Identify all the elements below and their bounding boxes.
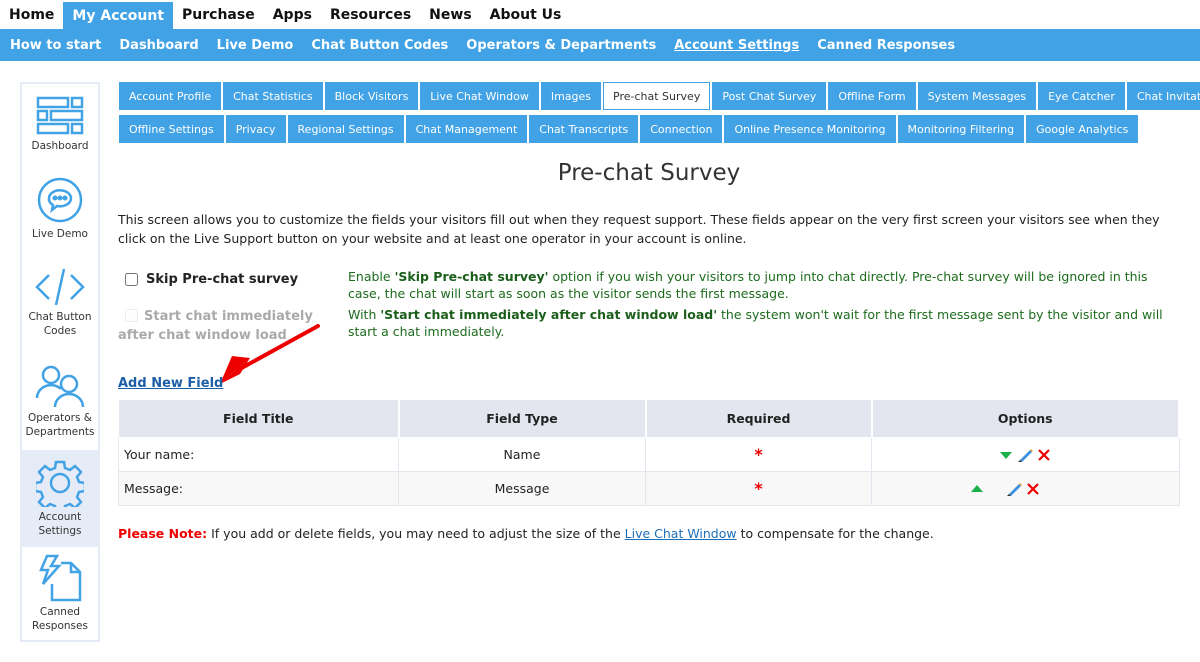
code-icon bbox=[35, 268, 85, 305]
subnav-how-to-start[interactable]: How to start bbox=[10, 37, 102, 53]
start-immediately-label: Start chat immediately after chat window… bbox=[118, 309, 313, 343]
live-chat-window-link[interactable]: Live Chat Window bbox=[624, 526, 737, 541]
sidebar-item-chat-button-codes[interactable]: Chat Button Codes bbox=[22, 252, 98, 352]
subnav-dashboard[interactable]: Dashboard bbox=[119, 37, 199, 53]
move-up-icon[interactable] bbox=[970, 484, 984, 494]
tab-monitoring-filtering[interactable]: Monitoring Filtering bbox=[897, 115, 1025, 143]
skip-prechat-label: Skip Pre-chat survey bbox=[146, 272, 299, 287]
sidebar-item-dashboard[interactable]: Dashboard bbox=[22, 84, 98, 164]
sidebar-item-canned-responses[interactable]: Canned Responses bbox=[22, 547, 98, 640]
please-note: Please Note: If you add or delete fields… bbox=[118, 526, 934, 541]
tab-system-messages[interactable]: System Messages bbox=[917, 82, 1037, 110]
add-new-field-link[interactable]: Add New Field bbox=[118, 376, 224, 391]
dashboard-icon bbox=[36, 96, 84, 134]
sidebar-label: Dashboard bbox=[31, 139, 89, 152]
sidebar-label: Chat Button Codes bbox=[28, 310, 92, 337]
topnav-my-account[interactable]: My Account bbox=[63, 2, 174, 29]
settings-tabs: Account Profile Chat Statistics Block Visi… bbox=[119, 82, 1200, 148]
users-icon bbox=[35, 365, 85, 407]
sidebar: Dashboard Live Demo Chat Button Codes Op… bbox=[20, 82, 100, 642]
table-row: Your name: Name * bbox=[118, 437, 1180, 472]
topnav-apps[interactable]: Apps bbox=[272, 6, 312, 23]
edit-pencil-icon[interactable] bbox=[1017, 447, 1034, 463]
subnav-chat-button-codes[interactable]: Chat Button Codes bbox=[311, 37, 449, 53]
field-type: Message bbox=[398, 471, 646, 506]
subnav-canned-responses[interactable]: Canned Responses bbox=[817, 37, 956, 53]
intro-text: This screen allows you to customize the … bbox=[118, 212, 1160, 246]
required-star: * bbox=[754, 445, 763, 464]
field-type: Name bbox=[398, 437, 646, 472]
sub-nav: How to start Dashboard Live Demo Chat Bu… bbox=[0, 29, 1200, 61]
delete-icon[interactable] bbox=[1026, 482, 1040, 496]
required-star: * bbox=[754, 479, 763, 498]
tab-privacy[interactable]: Privacy bbox=[225, 115, 286, 143]
tab-chat-invitation[interactable]: Chat Invitation bbox=[1126, 82, 1200, 110]
field-title: Your name: bbox=[118, 437, 399, 472]
tab-connection[interactable]: Connection bbox=[640, 115, 723, 143]
sidebar-item-live-demo[interactable]: Live Demo bbox=[22, 164, 98, 252]
col-field-title: Field Title bbox=[118, 399, 400, 438]
canned-responses-icon bbox=[39, 554, 82, 602]
tab-chat-management[interactable]: Chat Management bbox=[405, 115, 528, 143]
sidebar-label: Account Settings bbox=[38, 511, 82, 537]
subnav-account-settings[interactable]: Account Settings bbox=[674, 37, 800, 53]
tab-chat-statistics[interactable]: Chat Statistics bbox=[223, 82, 323, 110]
col-options: Options bbox=[871, 399, 1180, 438]
topnav-about-us[interactable]: About Us bbox=[489, 6, 562, 23]
sidebar-label: Live Demo bbox=[32, 227, 88, 240]
tab-live-chat-window[interactable]: Live Chat Window bbox=[420, 82, 539, 110]
tab-offline-form[interactable]: Offline Form bbox=[828, 82, 916, 110]
tab-block-visitors[interactable]: Block Visitors bbox=[324, 82, 419, 110]
field-title: Message: bbox=[118, 471, 399, 506]
subnav-operators[interactable]: Operators & Departments bbox=[466, 37, 657, 53]
chat-bubble-icon bbox=[37, 177, 83, 222]
gear-icon bbox=[36, 460, 84, 507]
tab-eye-catcher[interactable]: Eye Catcher bbox=[1038, 82, 1125, 110]
tab-offline-settings[interactable]: Offline Settings bbox=[119, 115, 224, 143]
red-arrow-annotation bbox=[220, 324, 320, 384]
col-required: Required bbox=[645, 399, 873, 438]
move-down-icon[interactable] bbox=[999, 450, 1013, 460]
tab-regional-settings[interactable]: Regional Settings bbox=[287, 115, 404, 143]
topnav-news[interactable]: News bbox=[429, 6, 472, 23]
top-nav: Home My Account Purchase Apps Resources … bbox=[0, 0, 1200, 29]
col-field-type: Field Type bbox=[398, 399, 647, 438]
page-title: Pre-chat Survey bbox=[557, 160, 741, 186]
edit-pencil-icon[interactable] bbox=[1006, 481, 1023, 497]
sidebar-item-operators[interactable]: Operators & Departments bbox=[22, 352, 98, 450]
start-immediately-checkbox[interactable] bbox=[125, 309, 138, 322]
tab-chat-transcripts[interactable]: Chat Transcripts bbox=[529, 115, 639, 143]
delete-icon[interactable] bbox=[1037, 448, 1051, 462]
sidebar-label: Operators & Departments bbox=[25, 411, 95, 438]
skip-option: Skip Pre-chat survey bbox=[118, 270, 298, 289]
start-option: Start chat immediately after chat window… bbox=[118, 306, 343, 345]
tab-pre-chat-survey[interactable]: Pre-chat Survey bbox=[603, 82, 711, 110]
tab-account-profile[interactable]: Account Profile bbox=[119, 82, 222, 110]
sidebar-label: Canned Responses bbox=[32, 606, 88, 632]
skip-prechat-checkbox[interactable] bbox=[125, 273, 138, 286]
tab-online-presence-monitoring[interactable]: Online Presence Monitoring bbox=[724, 115, 896, 143]
table-row: Message: Message * bbox=[118, 471, 1180, 506]
tab-post-chat-survey[interactable]: Post Chat Survey bbox=[712, 82, 827, 110]
start-description: With 'Start chat immediately after chat … bbox=[348, 307, 1163, 339]
subnav-live-demo[interactable]: Live Demo bbox=[216, 37, 294, 53]
note-label: Please Note: bbox=[118, 526, 208, 541]
topnav-home[interactable]: Home bbox=[9, 6, 55, 23]
topnav-resources[interactable]: Resources bbox=[329, 6, 412, 23]
topnav-purchase[interactable]: Purchase bbox=[182, 6, 255, 23]
skip-description: Enable 'Skip Pre-chat survey' option if … bbox=[348, 269, 1148, 301]
sidebar-item-account-settings[interactable]: Account Settings bbox=[22, 450, 98, 547]
survey-fields-table: Field Title Field Type Required Options … bbox=[118, 399, 1180, 506]
tab-images[interactable]: Images bbox=[540, 82, 602, 110]
tab-google-analytics[interactable]: Google Analytics bbox=[1026, 115, 1139, 143]
